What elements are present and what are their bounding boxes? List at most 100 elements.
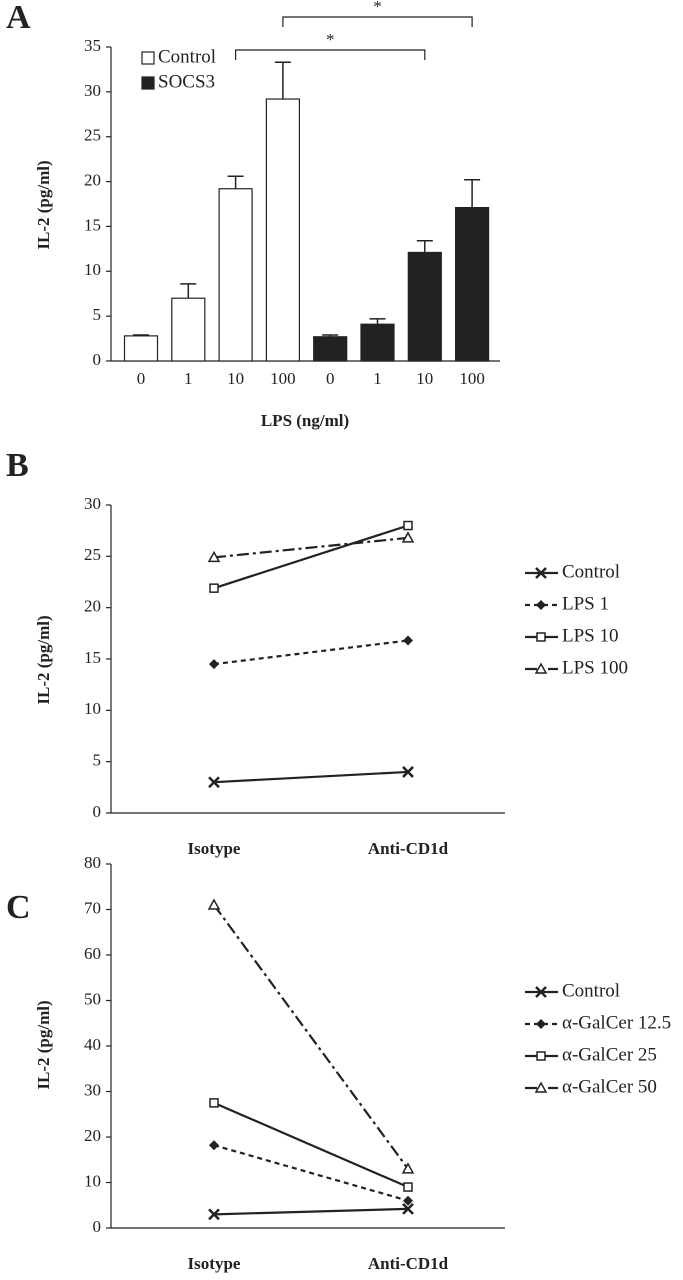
bar (407, 251, 442, 362)
panel-label: B (6, 447, 29, 484)
y-tick-label: 0 (93, 1217, 102, 1236)
marker (402, 1203, 414, 1215)
y-tick-label: 10 (84, 1171, 101, 1190)
marker (403, 635, 413, 646)
marker (401, 1162, 415, 1174)
marker (536, 632, 546, 642)
legend-swatch (141, 51, 155, 65)
marker (534, 1081, 548, 1093)
x-tick-label: Isotype (188, 1254, 241, 1273)
x-tick-label: 100 (270, 369, 296, 388)
marker (403, 520, 413, 531)
legend-label: α-GalCer 12.5 (562, 1012, 671, 1033)
y-tick-label: 10 (84, 260, 101, 279)
annotation: * (326, 30, 335, 49)
series-line (213, 639, 409, 666)
legend-label: α-GalCer 25 (562, 1044, 657, 1065)
x-tick-label: Anti-CD1d (368, 839, 449, 858)
y-tick-label: 10 (84, 699, 101, 718)
bar (313, 336, 348, 362)
marker (534, 662, 548, 674)
x-tick-label: 1 (373, 369, 382, 388)
series-line (213, 1144, 409, 1202)
marker (209, 659, 219, 670)
legend-label: Control (562, 561, 620, 582)
y-axis-title: IL-2 (pg/ml) (34, 160, 53, 249)
y-tick-label: 25 (84, 545, 101, 564)
y-tick-label: 5 (93, 305, 102, 324)
marker (403, 1195, 413, 1206)
legend-label: Control (158, 46, 216, 67)
y-tick-label: 30 (84, 81, 101, 100)
series-line (213, 904, 409, 1170)
marker (536, 600, 546, 610)
marker (535, 567, 547, 579)
marker (208, 776, 220, 789)
marker (536, 1051, 546, 1061)
x-tick-label: Anti-CD1d (368, 1254, 449, 1273)
x-tick-label: 10 (416, 369, 433, 388)
y-tick-label: 70 (84, 898, 101, 917)
series-line (213, 524, 409, 590)
series-line (213, 1207, 409, 1216)
marker (403, 1182, 413, 1192)
marker (535, 986, 547, 998)
bar (218, 188, 253, 362)
marker (402, 766, 414, 778)
bar (265, 98, 300, 362)
y-tick-label: 20 (84, 1126, 101, 1145)
x-tick-label: 0 (137, 369, 146, 388)
marker (209, 583, 219, 593)
y-tick-label: 30 (84, 1080, 101, 1099)
panel-label: C (6, 889, 31, 926)
y-tick-label: 50 (84, 989, 101, 1008)
x-tick-label: 100 (459, 369, 485, 388)
y-tick-label: 40 (84, 1035, 101, 1054)
marker (208, 1208, 220, 1221)
x-tick-label: Isotype (188, 839, 241, 858)
bar (360, 323, 395, 362)
marker (207, 550, 221, 563)
y-tick-label: 80 (84, 853, 101, 872)
legend-label: LPS 1 (562, 593, 609, 614)
marker (401, 531, 415, 543)
legend-label: LPS 10 (562, 625, 619, 646)
y-tick-label: 15 (84, 648, 101, 667)
y-tick-label: 25 (84, 126, 101, 145)
series-line (213, 536, 409, 559)
y-tick-label: 0 (93, 802, 102, 821)
marker (209, 1140, 219, 1151)
significance-bracket (235, 49, 426, 60)
x-tick-label: 1 (184, 369, 193, 388)
y-tick-label: 20 (84, 597, 101, 616)
y-axis-title: IL-2 (pg/ml) (34, 615, 53, 704)
y-tick-label: 30 (84, 494, 101, 513)
x-tick-label: 0 (326, 369, 335, 388)
x-tick-label: 10 (227, 369, 244, 388)
legend-swatch (141, 76, 155, 90)
bar (123, 335, 159, 362)
panel-label: A (6, 0, 31, 36)
annotation: * (373, 0, 382, 16)
bar (455, 206, 490, 362)
legend-label: SOCS3 (158, 71, 215, 92)
y-tick-label: 20 (84, 170, 101, 189)
y-tick-label: 0 (93, 350, 102, 369)
y-tick-label: 5 (93, 751, 102, 770)
marker (207, 898, 221, 910)
y-axis-title: IL-2 (pg/ml) (34, 1000, 53, 1089)
legend-label: Control (562, 980, 620, 1001)
y-tick-label: 60 (84, 944, 101, 963)
series-line (213, 1101, 409, 1189)
legend-label: LPS 100 (562, 657, 628, 678)
bar (171, 297, 206, 362)
legend-label: α-GalCer 50 (562, 1076, 657, 1097)
y-tick-label: 15 (84, 215, 101, 234)
y-tick-label: 35 (84, 36, 101, 55)
series-line (213, 770, 409, 784)
marker (209, 1098, 219, 1108)
x-axis-title: LPS (ng/ml) (261, 411, 349, 430)
marker (536, 1019, 546, 1029)
significance-bracket (282, 16, 473, 27)
